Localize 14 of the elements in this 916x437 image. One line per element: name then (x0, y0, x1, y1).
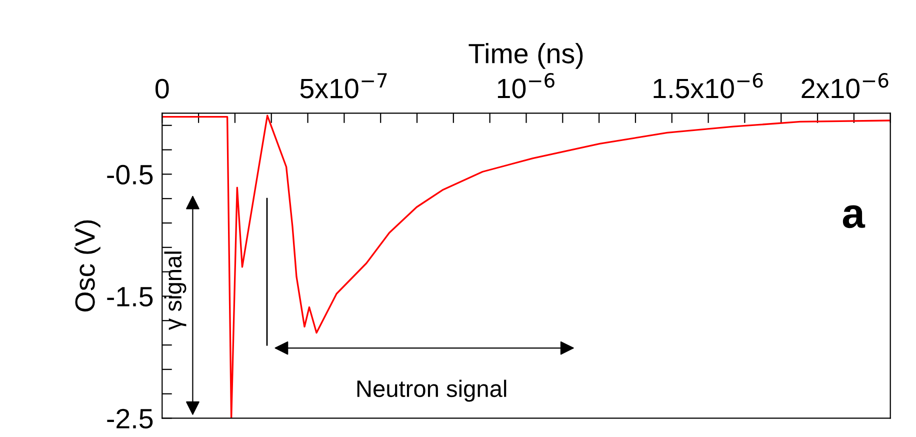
x-tick-label: 5x10$^{−7}$ (300, 73, 387, 98)
annotation: Neutron signal (357, 380, 506, 402)
y-axis-title: Osc (V) (74, 220, 100, 312)
x-tick-label: 2x10$^{−6}$ (802, 72, 888, 98)
annotation: γ signal (164, 252, 186, 330)
y-tick-label: -1.5 (107, 287, 153, 307)
x-axis-title: Time (ns) (468, 43, 583, 69)
y-tick-label: -2.5 (107, 408, 153, 429)
annotation: a (842, 205, 866, 228)
x-tick-label: 10$^{−6}$ (498, 72, 554, 98)
line-series (162, 114, 890, 418)
x-tick-label: 0 (155, 78, 169, 99)
x-tick-label: 1.5x10$^{−6}$ (654, 72, 763, 98)
y-tick-label: -0.5 (107, 164, 153, 185)
